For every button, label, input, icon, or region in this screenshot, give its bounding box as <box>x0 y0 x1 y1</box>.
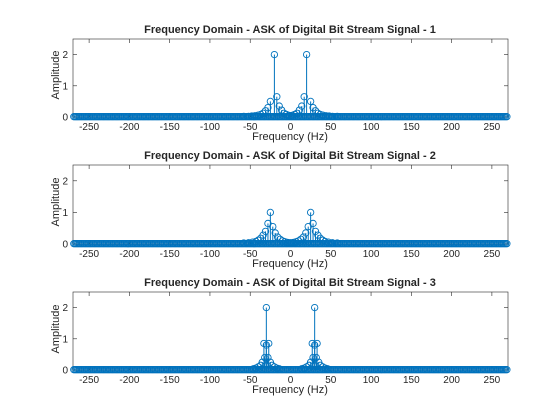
subplot-3-xtick-label: 200 <box>443 375 460 386</box>
subplot-2-xtick-label: -100 <box>200 249 220 260</box>
subplot-2-xtick-label: -200 <box>119 249 139 260</box>
subplot-2-xtick-label: 50 <box>325 249 337 260</box>
subplot-1-xtick-label: 0 <box>288 122 294 133</box>
subplot-3-axes-box <box>73 292 508 370</box>
subplot-2-ytick-label: 1 <box>62 208 68 219</box>
subplot-1-ytick-label: 2 <box>62 50 68 61</box>
subplot-3-xtick-label: 250 <box>484 375 501 386</box>
subplot-3-xtick-label: 100 <box>363 375 380 386</box>
subplot-3-xtick-label: 50 <box>325 375 337 386</box>
subplot-1-xtick-label: -150 <box>160 122 180 133</box>
subplot-3-xtick-label: 150 <box>403 375 420 386</box>
subplot-1-xtick-label: -250 <box>79 122 99 133</box>
subplot-3-xtick-label: -200 <box>119 375 139 386</box>
subplot-1-xtick-label: -200 <box>119 122 139 133</box>
subplot-1-ytick-label: 0 <box>62 113 68 124</box>
subplot-2-axes-box <box>73 165 508 244</box>
subplot-2-xtick-label: -50 <box>243 249 258 260</box>
subplot-1-xtick-label: 250 <box>484 122 501 133</box>
subplot-1-title: Frequency Domain - ASK of Digital Bit St… <box>144 24 436 36</box>
subplot-1-xtick-label: -50 <box>243 122 258 133</box>
subplot-2-xtick-label: 150 <box>403 249 420 260</box>
subplot-3-xtick-label: 0 <box>288 375 294 386</box>
subplot-3-title: Frequency Domain - ASK of Digital Bit St… <box>144 277 436 289</box>
subplot-2-ylabel: Amplitude <box>50 178 62 227</box>
subplot-2-title: Frequency Domain - ASK of Digital Bit St… <box>144 150 436 162</box>
subplot-2-xtick-label: -250 <box>79 249 99 260</box>
subplot-1-axes-box <box>73 39 508 117</box>
subplot-2-xtick-label: 250 <box>484 249 501 260</box>
subplot-3-ylabel: Amplitude <box>50 305 62 354</box>
subplot-2-xtick-label: 0 <box>288 249 294 260</box>
subplot-1-xtick-label: 200 <box>443 122 460 133</box>
subplot-2-xtick-label: 200 <box>443 249 460 260</box>
subplot-3-xtick-label: -100 <box>200 375 220 386</box>
subplot-3-xtick-label: -250 <box>79 375 99 386</box>
subplot-1-xtick-label: 100 <box>363 122 380 133</box>
subplot-3-ytick-label: 0 <box>62 366 68 377</box>
subplot-1-xtick-label: -100 <box>200 122 220 133</box>
subplot-1-ylabel: Amplitude <box>50 51 62 100</box>
subplot-3-xtick-label: -50 <box>243 375 258 386</box>
subplot-3-ytick-label: 2 <box>62 303 68 314</box>
subplot-2-ytick-label: 2 <box>62 176 68 187</box>
subplot-1-xtick-label: 150 <box>403 122 420 133</box>
subplot-2-xtick-label: -150 <box>160 249 180 260</box>
subplot-3-ytick-label: 1 <box>62 334 68 345</box>
subplot-1-xtick-label: 50 <box>325 122 337 133</box>
subplot-2-ytick-label: 0 <box>62 240 68 251</box>
subplot-2-xtick-label: 100 <box>363 249 380 260</box>
subplot-1-ytick-label: 1 <box>62 81 68 92</box>
subplot-3-xtick-label: -150 <box>160 375 180 386</box>
